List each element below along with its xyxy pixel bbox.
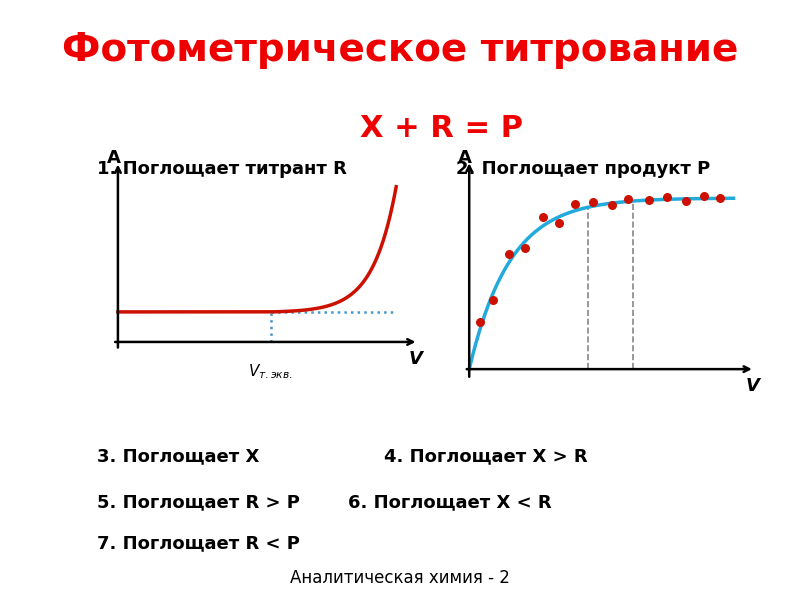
Point — [537, 212, 550, 222]
Text: $V_{т.экв.}$: $V_{т.экв.}$ — [249, 362, 294, 380]
Point — [486, 295, 499, 304]
Text: V: V — [409, 350, 422, 368]
Point — [587, 197, 600, 206]
Text: 1. Поглощает титрант R: 1. Поглощает титрант R — [97, 160, 346, 178]
Point — [502, 250, 515, 259]
Point — [518, 243, 531, 253]
Text: Аналитическая химия - 2: Аналитическая химия - 2 — [290, 569, 510, 587]
Point — [622, 194, 634, 204]
Text: X + R = P: X + R = P — [360, 114, 522, 143]
Text: 7. Поглощает R < P: 7. Поглощает R < P — [97, 534, 300, 552]
Point — [714, 194, 726, 203]
Point — [661, 193, 674, 202]
Text: A: A — [458, 149, 472, 167]
Point — [698, 191, 711, 201]
Text: A: A — [107, 149, 121, 167]
Text: 5. Поглощает R > P: 5. Поглощает R > P — [97, 493, 300, 511]
Point — [606, 200, 618, 210]
Text: 4. Поглощает X > R: 4. Поглощает X > R — [384, 447, 587, 465]
Text: V: V — [745, 377, 759, 395]
Point — [474, 317, 486, 326]
Point — [679, 196, 692, 206]
Text: Фотометрическое титрование: Фотометрическое титрование — [62, 31, 738, 69]
Text: 2. Поглощает продукт P: 2. Поглощает продукт P — [455, 160, 710, 178]
Text: 6. Поглощает X < R: 6. Поглощает X < R — [348, 493, 551, 511]
Point — [642, 195, 655, 205]
Point — [553, 218, 566, 228]
Point — [569, 200, 582, 209]
Text: 3. Поглощает X: 3. Поглощает X — [97, 447, 259, 465]
